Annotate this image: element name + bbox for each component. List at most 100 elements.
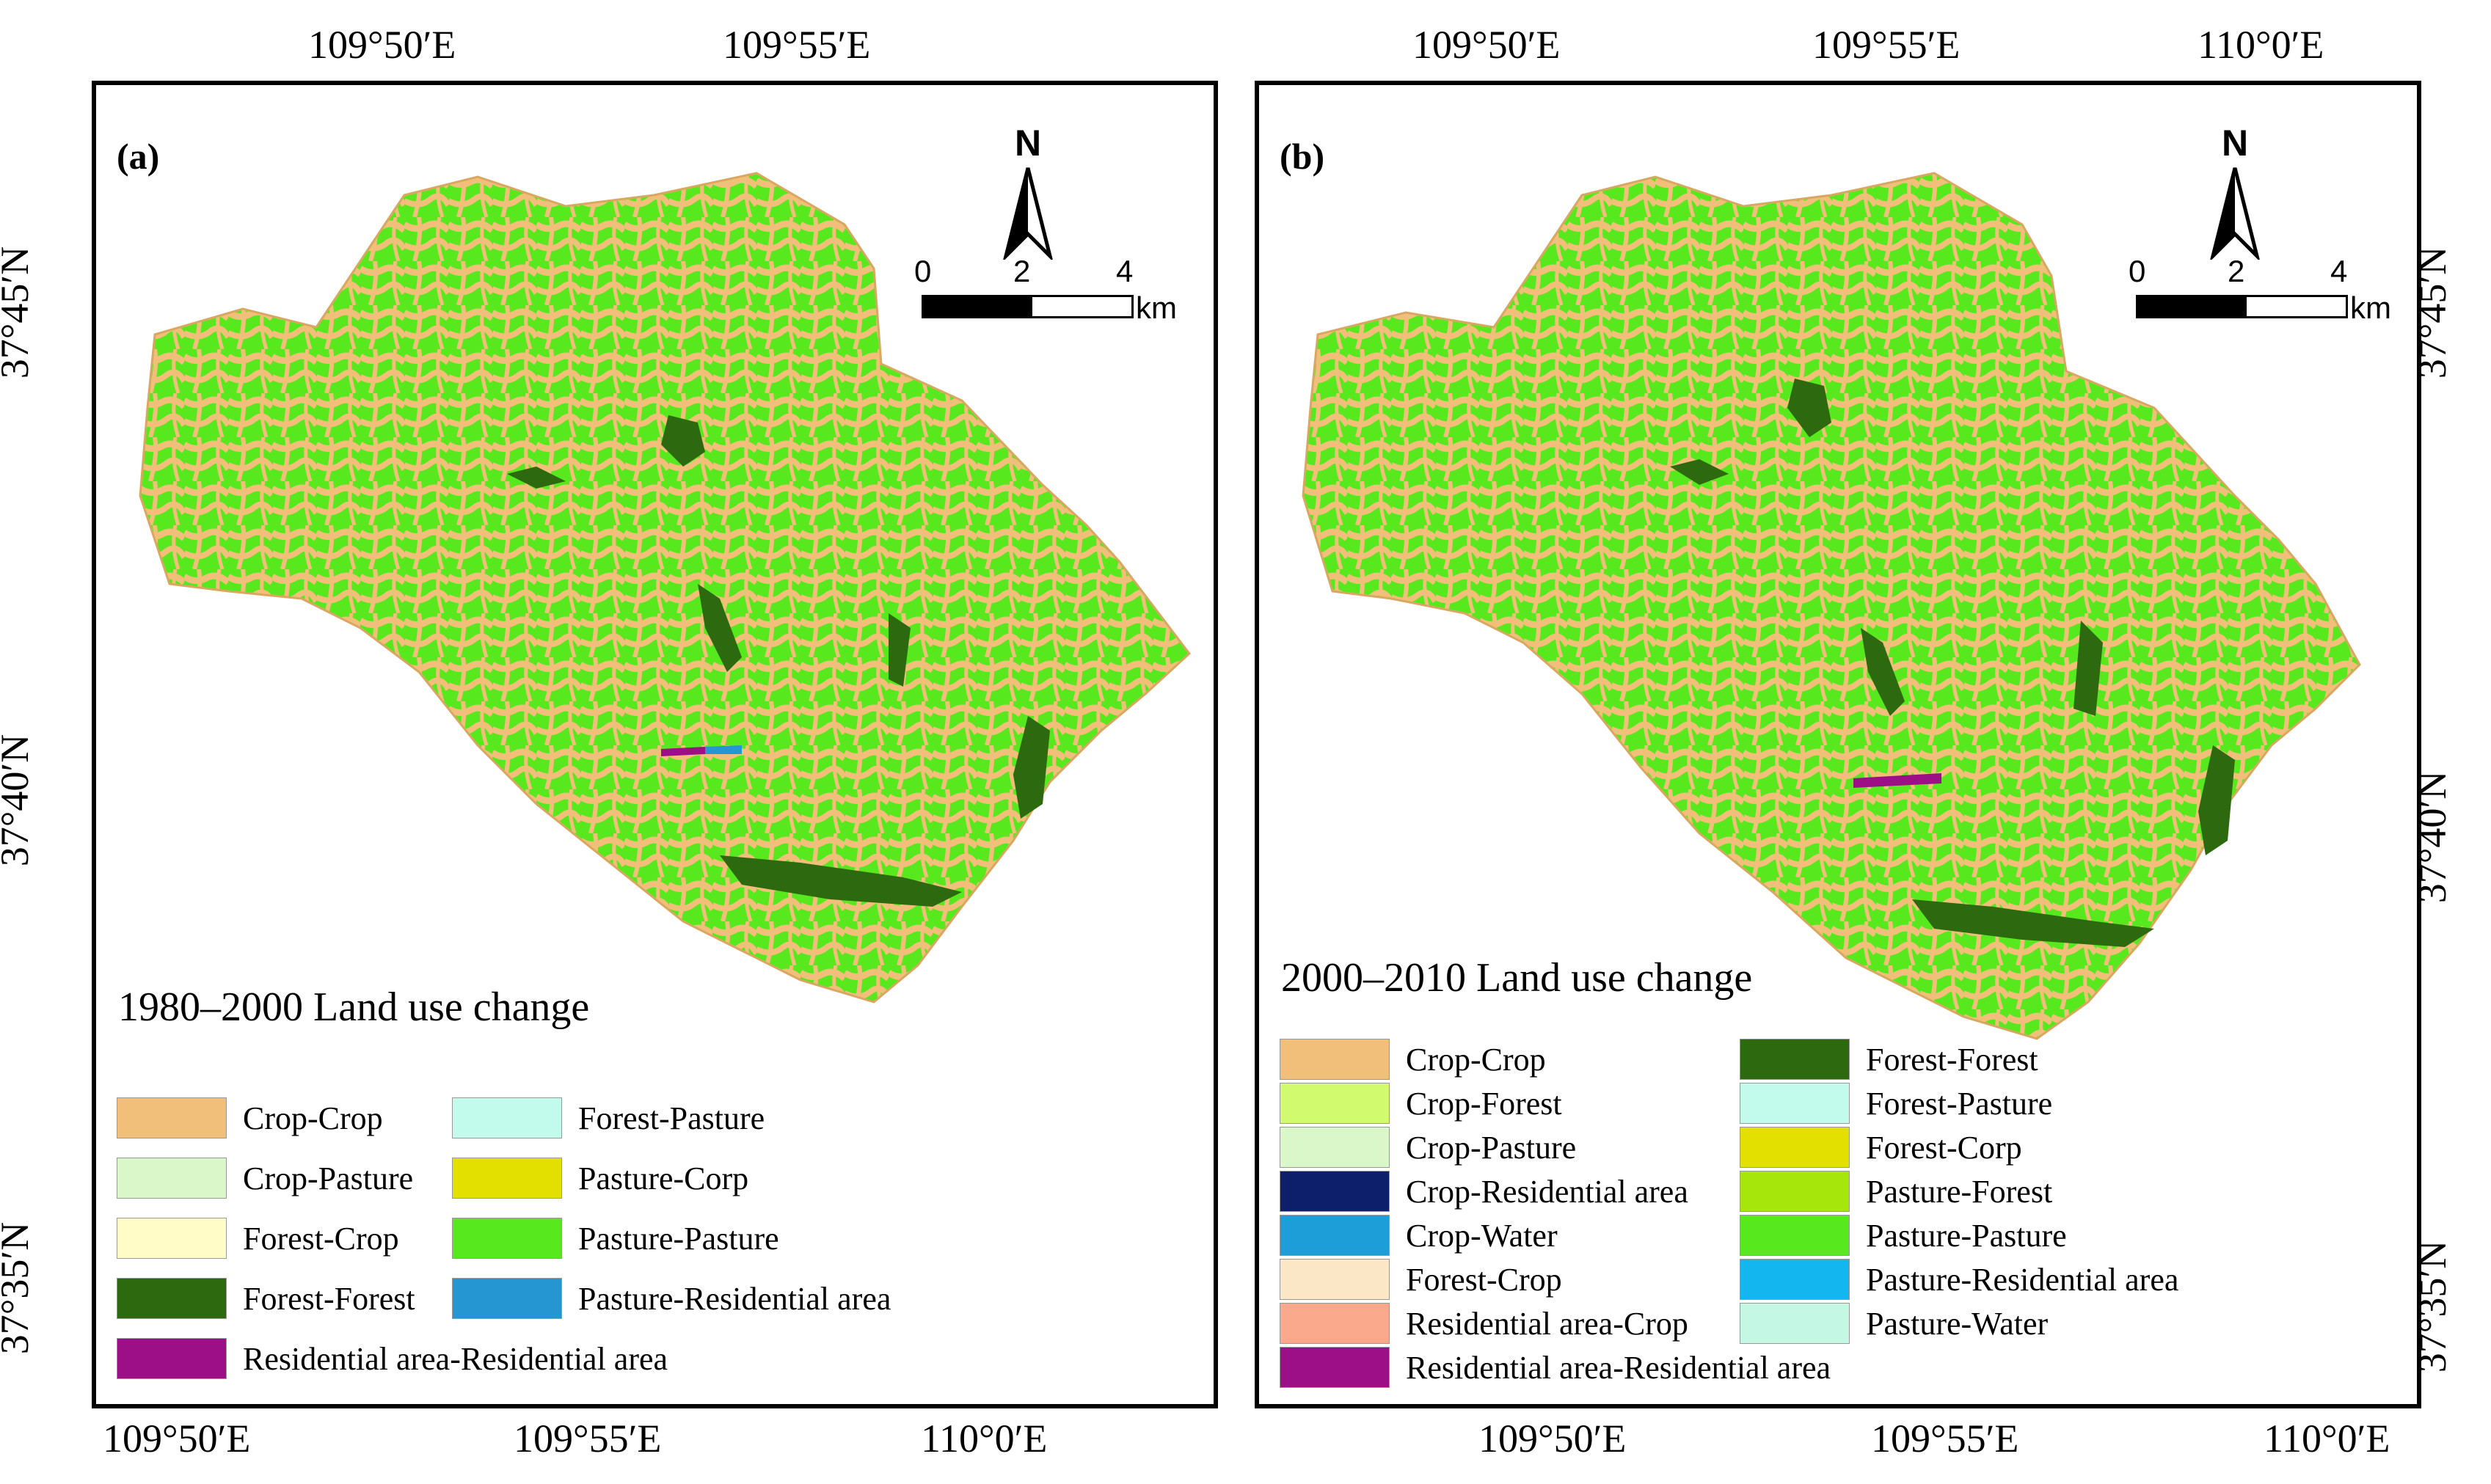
- panel-a-north-arrow: N: [999, 122, 1057, 263]
- legend-item: Forest-Crop: [1280, 1259, 1562, 1300]
- panel-a-title: 1980–2000 Land use change: [118, 984, 590, 1030]
- legend-item: Crop-Crop: [1280, 1039, 1546, 1080]
- legend-swatch: [1740, 1039, 1850, 1080]
- legend-swatch: [1740, 1215, 1850, 1256]
- legend-swatch: [117, 1097, 227, 1138]
- panel-a-watershed: [139, 172, 1192, 1004]
- panel-b-top-lon: 109°50′E: [1412, 23, 1561, 67]
- panel-b-top-lon: 110°0′E: [2198, 23, 2324, 67]
- panel-b-residential: [1853, 773, 1941, 788]
- north-arrow-icon: [2209, 167, 2261, 263]
- legend-item: Forest-Pasture: [452, 1097, 765, 1138]
- panel-a-bottom-lon: 110°0′E: [921, 1417, 1048, 1461]
- panel-a-forest-patch-2: [507, 467, 566, 489]
- legend-swatch: [1280, 1039, 1390, 1080]
- panel-b-north-arrow: N: [2206, 122, 2264, 263]
- legend-item: Pasture-Residential area: [452, 1278, 891, 1319]
- panel-a-left-lat: 37°35′N: [0, 1221, 37, 1355]
- legend-item: Residential area-Residential area: [1280, 1347, 1831, 1388]
- legend-item: Pasture-Residential area: [1740, 1259, 2178, 1300]
- legend-swatch: [452, 1278, 562, 1319]
- legend-item: Crop-Residential area: [1280, 1171, 1688, 1212]
- panel-a-north-label: N: [1014, 123, 1042, 164]
- legend-swatch: [1280, 1259, 1390, 1300]
- panel-b-right-lat: 37°45′N: [2410, 246, 2455, 379]
- scale-tick-2: 2: [1013, 254, 1031, 288]
- legend-item: Pasture-Pasture: [452, 1218, 779, 1259]
- north-arrow-icon: [1002, 167, 1054, 263]
- panel-a-forest-patch-5: [720, 855, 962, 907]
- panel-b-bottom-lon: 110°0′E: [2264, 1417, 2390, 1461]
- legend-swatch: [1740, 1171, 1850, 1212]
- legend-swatch: [1280, 1171, 1390, 1212]
- panel-a-left-lat: 37°40′N: [0, 734, 37, 867]
- panel-b-forest-patch-4: [2074, 621, 2103, 716]
- scale-tick-4: 4: [2330, 254, 2348, 288]
- legend-swatch: [117, 1338, 227, 1379]
- legend-swatch: [1280, 1127, 1390, 1168]
- panel-b-forest-patch-5: [1912, 899, 2154, 947]
- panel-a-top-lon: 109°55′E: [723, 23, 871, 67]
- panel-b-north-label: N: [2221, 123, 2249, 164]
- panel-a-forest-patch-4: [889, 613, 911, 687]
- legend-item: Residential area-Residential area: [117, 1338, 668, 1379]
- panel-a-forest-patch-1: [661, 415, 705, 467]
- legend-swatch: [452, 1097, 562, 1138]
- panel-b: (b) N 0 2 4 km 2000–2010 Land use change…: [1255, 81, 2421, 1408]
- panel-b-right-lat: 37°35′N: [2410, 1240, 2455, 1373]
- panel-b-forest-patch-1: [1787, 379, 1831, 437]
- legend-item: Crop-Forest: [1280, 1083, 1562, 1124]
- legend-item: Crop-Water: [1280, 1215, 1558, 1256]
- legend-swatch: [1280, 1347, 1390, 1388]
- legend-swatch: [452, 1158, 562, 1199]
- legend-swatch: [117, 1278, 227, 1319]
- legend-item: Pasture-Corp: [452, 1158, 748, 1199]
- legend-item: Forest-Corp: [1740, 1127, 2022, 1168]
- panel-b-label: (b): [1280, 136, 1325, 177]
- panel-b-bottom-lon: 109°50′E: [1478, 1417, 1627, 1461]
- legend-item: Residential area-Crop: [1280, 1303, 1688, 1344]
- legend-item: Forest-Forest: [117, 1278, 415, 1319]
- scale-tick-0: 0: [2129, 254, 2146, 288]
- legend-swatch: [117, 1158, 227, 1199]
- panel-a-left-lat: 37°45′N: [0, 246, 37, 379]
- legend-swatch: [1740, 1259, 1850, 1300]
- legend-swatch: [1280, 1215, 1390, 1256]
- legend-swatch: [1280, 1083, 1390, 1124]
- legend-swatch: [1740, 1083, 1850, 1124]
- legend-item: Crop-Pasture: [117, 1158, 413, 1199]
- panel-b-scale-bar: 0 2 4 km: [2129, 254, 2391, 325]
- scale-tick-4: 4: [1116, 254, 1134, 288]
- panel-a-pasture-residential: [705, 745, 742, 754]
- panel-b-bottom-lon: 109°55′E: [1871, 1417, 2019, 1461]
- panel-a-top-lon: 109°50′E: [308, 23, 456, 67]
- scale-tick-2: 2: [2228, 254, 2245, 288]
- legend-swatch: [1280, 1303, 1390, 1344]
- legend-item: Forest-Forest: [1740, 1039, 2038, 1080]
- scale-tick-0: 0: [914, 254, 932, 288]
- scale-unit: km: [2350, 290, 2391, 325]
- legend-swatch: [117, 1218, 227, 1259]
- legend-item: Forest-Pasture: [1740, 1083, 2052, 1124]
- panel-a-bottom-lon: 109°55′E: [514, 1417, 662, 1461]
- legend-item: Pasture-Water: [1740, 1303, 2048, 1344]
- scale-unit: km: [1136, 290, 1177, 325]
- panel-a-forest-patch-6: [1013, 716, 1050, 819]
- panel-a-residential: [661, 747, 705, 756]
- legend-swatch: [1740, 1303, 1850, 1344]
- legend-swatch: [1740, 1127, 1850, 1168]
- panel-b-map: [1302, 172, 2361, 1040]
- panel-b-forest-patch-6: [2198, 745, 2235, 855]
- legend-item: Pasture-Forest: [1740, 1171, 2052, 1212]
- legend-item: Forest-Crop: [117, 1218, 399, 1259]
- legend-swatch: [452, 1218, 562, 1259]
- panel-a-forest-patch-3: [698, 584, 742, 672]
- legend-item: Pasture-Pasture: [1740, 1215, 2067, 1256]
- panel-a: (a) N 0 2 4 km 1980–2000 Land use change…: [92, 81, 1218, 1408]
- panel-b-title: 2000–2010 Land use change: [1281, 955, 1753, 1001]
- panel-a-label: (a): [117, 136, 160, 177]
- panel-a-bottom-lon: 109°50′E: [103, 1417, 251, 1461]
- panel-b-forest-patch-2: [1670, 459, 1729, 485]
- panel-a-map: [139, 172, 1192, 1004]
- panel-b-right-lat: 37°40′N: [2410, 770, 2455, 904]
